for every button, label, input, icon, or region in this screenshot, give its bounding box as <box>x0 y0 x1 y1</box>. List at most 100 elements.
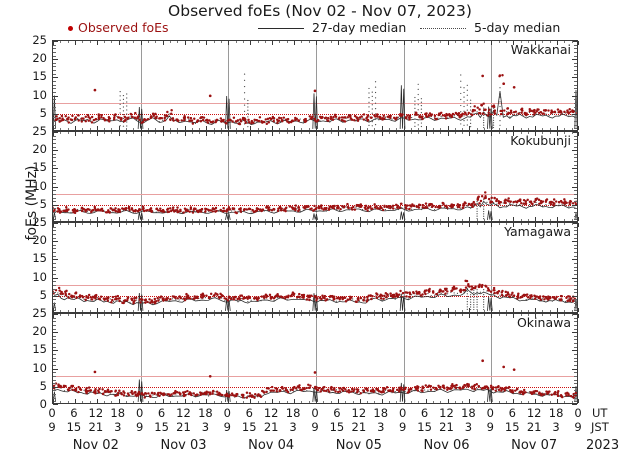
x-minor-tick <box>214 128 215 130</box>
x-minor-tick <box>331 401 332 403</box>
x-minor-tick-top <box>440 223 441 225</box>
x-tick-mark-top <box>513 41 514 45</box>
x-tick-mark <box>338 126 339 130</box>
x-minor-tick-top <box>258 41 259 43</box>
x-minor-tick <box>411 310 412 312</box>
x-minor-tick-top <box>462 41 463 43</box>
day-label: Nov 04 <box>248 438 295 453</box>
x-tick-mark <box>185 217 186 221</box>
y-minor-tick <box>574 128 577 130</box>
x-minor-tick <box>258 128 259 130</box>
x-tick-label-jst: 9 <box>48 420 56 434</box>
median27-line-icon <box>258 28 304 29</box>
y-minor-tick <box>53 70 56 72</box>
x-minor-tick <box>279 310 280 312</box>
panel-okinawa: Okinawa 0 5 10 15 20 25 <box>32 307 579 410</box>
x-minor-tick <box>528 401 529 403</box>
x-minor-tick <box>345 219 346 221</box>
y-minor-tick <box>53 157 56 159</box>
x-tick-mark <box>228 308 229 312</box>
y-minor-tick <box>53 394 56 396</box>
x-minor-tick <box>572 219 573 221</box>
x-tick-mark <box>360 126 361 130</box>
x-minor-tick-top <box>345 132 346 134</box>
x-minor-tick <box>374 310 375 312</box>
x-tick-label-jst: 9 <box>398 420 407 434</box>
x-tick-mark <box>316 308 317 312</box>
y-tick-label: 15 <box>32 251 47 266</box>
x-minor-tick <box>309 310 310 312</box>
x-minor-tick <box>177 401 178 403</box>
x-tick-mark-top <box>272 132 273 136</box>
y-minor-tick <box>574 153 577 155</box>
x-minor-tick-top <box>60 223 61 225</box>
x-tick-mark-top <box>294 223 295 227</box>
x-tick-mark-top <box>382 314 383 318</box>
reference-line-solid <box>53 102 577 104</box>
x-tick-mark-top <box>206 41 207 45</box>
x-minor-tick-top <box>389 41 390 43</box>
x-tick-mark-top <box>141 223 142 227</box>
x-tick-mark <box>578 308 579 312</box>
median-spike <box>137 379 144 402</box>
x-minor-tick <box>148 128 149 130</box>
median-spike <box>487 210 493 220</box>
x-minor-tick-top <box>126 314 127 316</box>
x-minor-tick-top <box>353 314 354 316</box>
x-tick-label-jst: 21 <box>88 420 104 434</box>
x-minor-tick <box>214 401 215 403</box>
station-label: Yamagawa <box>504 224 571 239</box>
x-tick-mark-top <box>141 132 142 136</box>
x-tick-mark-top <box>163 41 164 45</box>
x-tick-mark <box>426 399 427 403</box>
x-minor-tick-top <box>133 314 134 316</box>
panel-plot-area: Okinawa <box>53 314 577 403</box>
x-minor-tick-top <box>155 41 156 43</box>
x-minor-tick-top <box>309 132 310 134</box>
x-minor-tick <box>126 128 127 130</box>
y-minor-tick <box>53 263 56 265</box>
x-minor-tick-top <box>265 132 266 134</box>
x-tick-mark <box>294 308 295 312</box>
x-minor-tick-top <box>90 314 91 316</box>
x-minor-tick <box>396 310 397 312</box>
x-minor-tick-top <box>521 132 522 134</box>
x-tick-mark-top <box>75 314 76 318</box>
x-minor-tick <box>440 401 441 403</box>
x-tick-mark <box>141 308 142 312</box>
x-minor-tick <box>111 219 112 221</box>
x-tick-mark <box>163 217 164 221</box>
x-tick-mark <box>75 308 76 312</box>
x-minor-tick-top <box>287 132 288 134</box>
x-minor-tick <box>455 128 456 130</box>
median-spike <box>225 96 231 129</box>
x-minor-tick-top <box>353 132 354 134</box>
y-tick-mark <box>572 277 577 279</box>
x-minor-tick-top <box>418 132 419 134</box>
x-minor-tick <box>374 219 375 221</box>
x-minor-tick <box>389 310 390 312</box>
x-tick-mark <box>448 126 449 130</box>
y-minor-tick <box>53 55 56 57</box>
x-minor-tick-top <box>301 223 302 225</box>
x-minor-tick-top <box>455 223 456 225</box>
x-minor-tick <box>192 219 193 221</box>
median-spike <box>574 298 577 311</box>
x-minor-tick-top <box>221 223 222 225</box>
x-tick-mark <box>206 126 207 130</box>
x-minor-tick-top <box>236 132 237 134</box>
x-minor-tick <box>177 128 178 130</box>
x-tick-mark <box>578 126 579 130</box>
x-minor-tick-top <box>323 314 324 316</box>
y-minor-tick <box>574 288 577 290</box>
x-minor-tick <box>104 401 105 403</box>
x-tick-mark-top <box>535 223 536 227</box>
x-tick-mark <box>426 126 427 130</box>
x-minor-tick <box>506 401 507 403</box>
x-minor-tick <box>90 310 91 312</box>
y-minor-tick <box>574 346 577 348</box>
y-minor-tick <box>53 48 56 50</box>
x-minor-tick-top <box>126 132 127 134</box>
x-tick-mark <box>228 399 229 403</box>
x-minor-tick <box>389 128 390 130</box>
